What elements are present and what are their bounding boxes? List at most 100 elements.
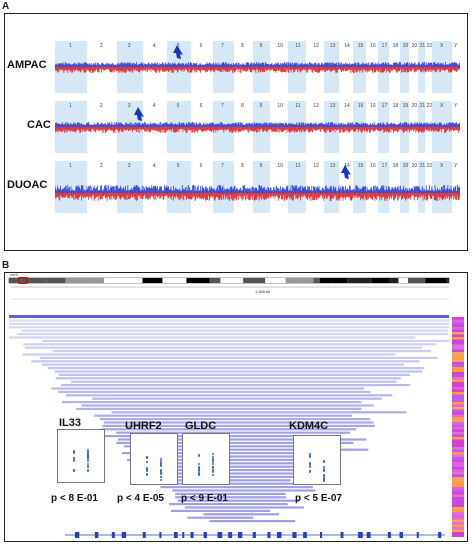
annotation-strip-cell xyxy=(452,532,464,535)
segment-row xyxy=(170,509,271,512)
chromosome-number: 9 xyxy=(259,163,263,169)
annotation-strip-cell xyxy=(452,337,464,340)
annotation-strip-cell xyxy=(452,377,464,380)
chromosome-number: 18 xyxy=(392,103,399,109)
segment-row xyxy=(22,353,396,356)
chromosome-number: 12 xyxy=(313,103,319,109)
chromosome-number: 1 xyxy=(68,163,72,169)
ideogram-band xyxy=(388,278,399,283)
expression-dot xyxy=(72,451,76,454)
expression-dot xyxy=(72,459,76,463)
annotation-strip-cell xyxy=(452,392,464,395)
annotation-strip-cell xyxy=(452,467,464,470)
chromosome-band: 16 xyxy=(366,101,378,153)
chromosome-number: 20 xyxy=(411,103,418,109)
expression-dot xyxy=(145,473,149,476)
segment-row xyxy=(209,520,296,523)
chromosome-number: 12 xyxy=(313,163,319,169)
segment-row xyxy=(94,414,353,417)
annotation-strip-cell xyxy=(452,454,464,457)
chromosome-band: 10 xyxy=(270,101,288,153)
p-value-1: p < 4 E-05 xyxy=(117,493,164,504)
segment-row xyxy=(117,438,367,441)
chromosome-number: 11 xyxy=(295,103,301,109)
chromosome-number: 8 xyxy=(241,163,244,169)
panel-a-letter: A xyxy=(2,1,10,12)
expression-dot xyxy=(322,465,326,469)
expression-dot xyxy=(72,449,76,453)
chromosome-band: 20 xyxy=(409,161,418,213)
chromosome-number: 6 xyxy=(199,163,203,169)
chromosome-number: 3 xyxy=(127,103,131,109)
exon-block xyxy=(203,532,207,538)
chromosome-band: 16 xyxy=(366,161,378,213)
expression-dot xyxy=(86,450,90,453)
chromosome-number: 8 xyxy=(241,43,244,49)
annotation-strip-cell xyxy=(452,397,464,400)
exon-block xyxy=(416,532,419,538)
exon-block xyxy=(94,532,99,538)
expression-dot xyxy=(322,479,326,482)
chromosome-band: 14 xyxy=(339,101,353,153)
exon-block xyxy=(182,532,185,538)
chromosome-number: 18 xyxy=(392,163,399,169)
annotation-strip-cell xyxy=(452,474,464,477)
panel-a: AMPAC 1 2 3 4 5 6 7 8 9 10 11 12 13 14 15 16 17 18 19 20 21 22… xyxy=(4,13,468,251)
chromosome-number: 15 xyxy=(357,43,364,49)
expression-dot xyxy=(86,470,90,473)
expression-dot xyxy=(308,452,312,456)
annotation-strip-cell xyxy=(452,457,464,460)
annotation-strip-cell xyxy=(452,487,464,490)
segment-row xyxy=(102,424,375,427)
ideogram-band xyxy=(186,278,210,283)
segment-row xyxy=(21,329,448,332)
chromosome-number: 13 xyxy=(329,163,336,169)
annotation-strip-cell xyxy=(452,492,464,495)
expression-dot xyxy=(145,467,149,470)
amplification-arrow-icon xyxy=(134,107,144,121)
annotation-strip-cell xyxy=(452,419,464,422)
chromosome-band: 2 xyxy=(87,41,117,93)
segment-row xyxy=(9,315,449,318)
expression-dot xyxy=(86,465,90,468)
chromosome-band: 2 xyxy=(87,101,117,153)
exon-block xyxy=(276,532,282,538)
expression-dot xyxy=(72,456,76,460)
annotation-strip-cell xyxy=(452,382,464,385)
expression-dotplot-1 xyxy=(130,433,178,485)
segment-row xyxy=(39,356,438,359)
copy-number-signal xyxy=(55,165,460,201)
exon-block xyxy=(159,532,162,538)
exon-block xyxy=(190,532,194,538)
annotation-strip-cell xyxy=(452,379,464,382)
exon-block xyxy=(399,532,403,538)
expression-dot xyxy=(211,455,215,459)
chromosome-number: X xyxy=(440,163,444,169)
annotation-strip-cell xyxy=(452,459,464,462)
segment-row xyxy=(52,350,432,353)
ideogram-band xyxy=(104,278,130,283)
segment-row xyxy=(172,489,316,492)
expression-dot xyxy=(308,464,312,467)
annotation-strip-cell xyxy=(452,452,464,455)
chromosome-number: 6 xyxy=(199,43,203,49)
chromosome-band: 21 xyxy=(418,161,425,213)
exon-block xyxy=(387,532,391,538)
chromosome-number: 7 xyxy=(221,163,224,169)
exon-block xyxy=(438,532,442,538)
position-label: 1,566 kb xyxy=(255,289,271,294)
ideogram-band xyxy=(220,278,244,283)
annotation-strip-cell xyxy=(452,359,464,362)
expression-dot xyxy=(211,452,215,456)
chromosome-number: X xyxy=(440,103,444,109)
ideogram-band xyxy=(162,278,187,283)
annotation-strip-cell xyxy=(452,352,464,355)
gene-title-3: KDM4C xyxy=(289,420,329,432)
chromosome-number: 21 xyxy=(419,163,426,169)
ideogram-band xyxy=(65,278,91,283)
chromosome-band: 22 xyxy=(425,161,433,213)
chromosome-number: 17 xyxy=(381,43,388,49)
ideogram-band xyxy=(243,278,266,283)
chromosome-number: 10 xyxy=(277,43,283,49)
chromosome-number: 19 xyxy=(402,163,409,169)
